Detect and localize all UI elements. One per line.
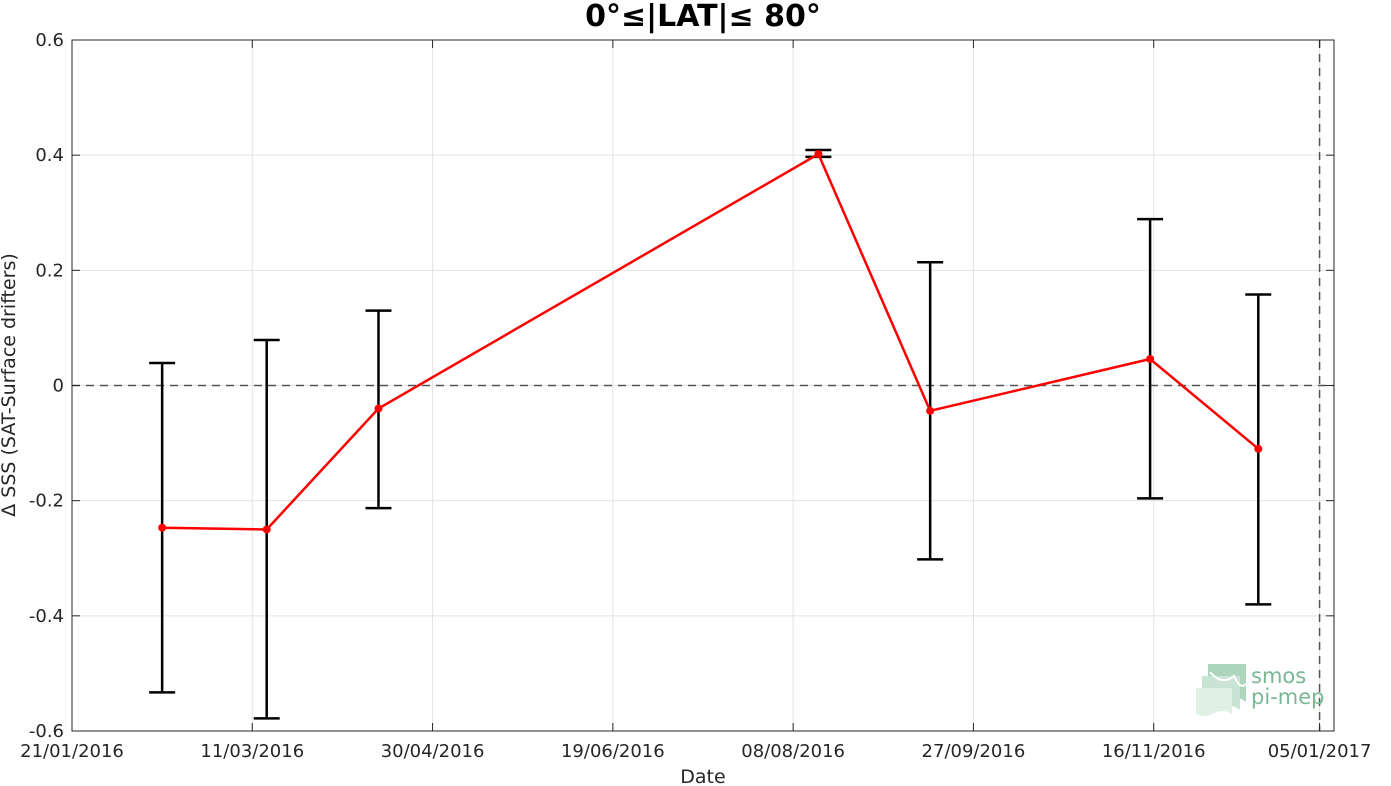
y-tick-labels: -0.6 -0.4 -0.2 0 0.2 0.4 0.6: [29, 30, 64, 742]
x-tick-labels: 21/01/2016 11/03/2016 30/04/2016 19/06/2016…: [20, 741, 1371, 762]
y-tick-label: 0: [53, 376, 64, 397]
data-point: [1254, 444, 1263, 453]
data-point: [158, 523, 167, 532]
data-point: [1146, 355, 1155, 364]
data-point: [374, 404, 383, 413]
data-point: [262, 525, 271, 534]
logo-waves-icon: [1196, 664, 1247, 716]
x-tick-label: 19/06/2016: [561, 741, 665, 762]
y-tick-label: -0.4: [29, 606, 64, 627]
y-tick-label: -0.2: [29, 491, 64, 512]
x-tick-label: 16/11/2016: [1102, 741, 1206, 762]
x-tick-label: 05/01/2017: [1268, 741, 1372, 762]
x-axis-label: Date: [680, 766, 725, 786]
data-point: [814, 150, 823, 159]
x-tick-label: 11/03/2016: [200, 741, 304, 762]
smos-pi-mep-logo: smos pi-mep: [1196, 664, 1324, 716]
logo-line1: smos: [1251, 664, 1306, 688]
x-tick-label: 30/04/2016: [381, 741, 485, 762]
error-bars: [149, 148, 1272, 720]
x-tick-label: 08/08/2016: [741, 741, 845, 762]
logo-line2: pi-mep: [1251, 685, 1324, 709]
x-tick-label: 27/09/2016: [922, 741, 1026, 762]
y-tick-label: 0.2: [35, 260, 64, 281]
y-tick-label: 0.4: [35, 145, 64, 166]
x-tick-label: 21/01/2016: [20, 741, 124, 762]
series-line: [162, 152, 1260, 531]
chart-title: 0°≤|LAT|≤ 80°: [585, 0, 821, 34]
reference-lines: [72, 40, 1334, 731]
y-tick-label: -0.6: [29, 721, 64, 742]
y-axis-label: Δ SSS (SAT-Surface drifters): [0, 253, 20, 517]
data-point: [926, 406, 935, 415]
data-series: [158, 150, 1263, 534]
y-tick-label: 0.6: [35, 30, 64, 51]
axis-ticks: [71, 39, 1334, 732]
